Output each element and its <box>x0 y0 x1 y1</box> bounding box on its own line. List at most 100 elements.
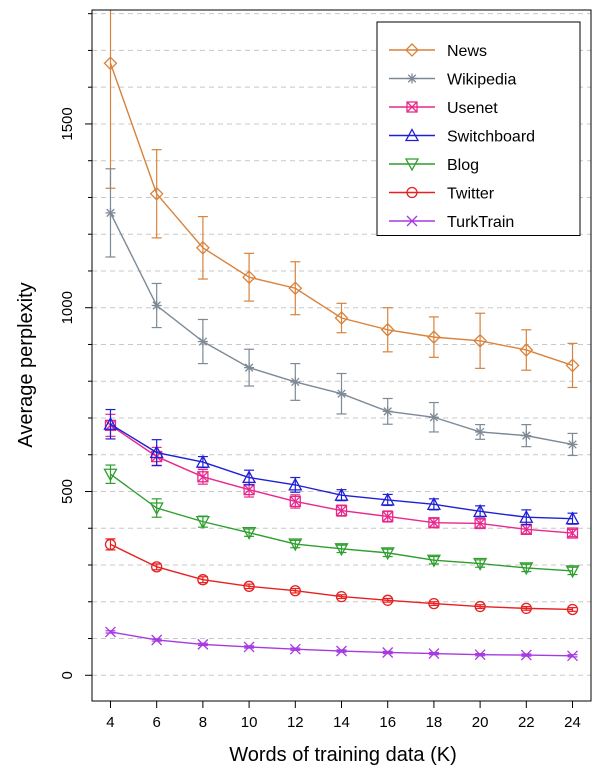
legend-marker <box>405 43 419 57</box>
data-point-twitter <box>428 597 440 610</box>
marker-stroke <box>474 649 486 661</box>
data-point-switchboard <box>426 497 442 511</box>
data-point-usenet <box>428 517 440 529</box>
marker-box <box>406 101 418 113</box>
plot-frame <box>91 9 592 702</box>
x-tick-label: 18 <box>426 714 443 731</box>
marker-box <box>428 517 440 529</box>
series-switchboard <box>103 408 580 526</box>
marker-stroke <box>197 471 209 483</box>
marker-stroke <box>244 363 254 372</box>
data-point-switchboard <box>195 454 210 468</box>
marker-stroke <box>106 208 115 218</box>
marker-stroke <box>567 650 578 662</box>
marker-stroke <box>567 527 578 539</box>
y-axis-title: Average perplexity <box>15 282 37 447</box>
marker-stroke <box>429 413 439 422</box>
data-point-wikipedia <box>475 426 486 437</box>
marker-stroke <box>243 484 255 496</box>
data-point-turktrain <box>151 634 163 646</box>
marker-stroke <box>520 523 532 535</box>
data-point-blog <box>103 468 118 482</box>
legend-item-blog: Blog <box>389 157 479 174</box>
marker-stroke <box>151 634 163 646</box>
marker-stroke <box>382 511 394 522</box>
data-point-switchboard <box>565 511 580 525</box>
data-point-news <box>242 270 257 285</box>
marker-stroke <box>520 649 532 661</box>
data-point-wikipedia <box>151 300 162 311</box>
legend-label: Twitter <box>447 186 495 203</box>
data-point-twitter <box>335 590 348 603</box>
data-point-turktrain <box>336 645 347 657</box>
data-point-wikipedia <box>336 388 347 399</box>
marker-stroke <box>428 517 440 529</box>
data-point-usenet <box>289 495 301 508</box>
data-point-twitter <box>566 603 579 616</box>
data-point-news <box>519 343 534 357</box>
data-point-news <box>288 281 303 296</box>
marker-box <box>289 495 301 508</box>
data-point-wikipedia <box>105 207 116 218</box>
data-point-wikipedia <box>290 376 301 387</box>
data-point-news <box>149 186 164 201</box>
legend-label: Usenet <box>447 100 498 117</box>
marker-stroke <box>243 641 255 653</box>
data-point-usenet <box>197 471 209 483</box>
legend: News Wikipedia Usenet Switchboard Blog Twitte… <box>376 21 581 236</box>
marker-stroke <box>475 427 485 437</box>
data-point-news <box>565 358 580 373</box>
marker-box <box>197 471 209 483</box>
data-point-blog <box>288 538 303 552</box>
data-point-switchboard <box>103 416 118 430</box>
marker-stroke <box>336 645 347 657</box>
data-point-turktrain <box>197 638 209 650</box>
data-point-turktrain <box>289 643 301 655</box>
data-point-switchboard <box>149 445 164 459</box>
x-tick-label: 12 <box>287 714 304 731</box>
series-layer <box>103 10 580 662</box>
data-point-blog <box>149 502 164 516</box>
legend-label: Switchboard <box>447 129 535 146</box>
y-tick-label: 500 <box>59 479 76 504</box>
data-point-usenet <box>474 517 486 530</box>
data-point-turktrain <box>520 649 532 661</box>
marker-stroke <box>474 518 486 529</box>
marker-stroke <box>289 643 301 655</box>
data-point-wikipedia <box>244 362 255 373</box>
x-tick-label: 4 <box>106 714 114 731</box>
x-tick-label: 14 <box>333 714 350 731</box>
marker-box <box>566 527 579 539</box>
legend-marker <box>404 128 420 142</box>
data-point-twitter <box>104 538 117 551</box>
x-tick-label: 24 <box>564 714 581 731</box>
marker-box <box>474 517 486 530</box>
legend-item-turktrain: TurkTrain <box>389 214 514 231</box>
series-line-news <box>109 63 573 367</box>
marker-box <box>335 504 348 517</box>
data-point-blog <box>473 557 488 571</box>
data-point-turktrain <box>382 647 394 658</box>
data-point-turktrain <box>474 649 486 661</box>
legend-label: TurkTrain <box>447 214 514 231</box>
data-point-blog <box>195 515 210 529</box>
legend-label: Wikipedia <box>447 72 516 89</box>
data-point-wikipedia <box>521 430 532 441</box>
x-tick-label: 10 <box>241 714 258 731</box>
marker-stroke <box>406 101 418 113</box>
data-point-switchboard <box>334 487 349 501</box>
y-tick-label: 0 <box>59 671 76 679</box>
legend-item-wikipedia: Wikipedia <box>389 72 516 89</box>
y-tick-label: 1000 <box>59 291 76 324</box>
data-point-news <box>195 240 210 255</box>
marker-stroke <box>105 626 116 638</box>
series-line-blog <box>110 473 573 572</box>
data-point-news <box>380 322 395 337</box>
legend-item-switchboard: Switchboard <box>389 128 535 146</box>
data-point-switchboard <box>380 492 395 506</box>
data-point-blog <box>241 527 257 541</box>
marker-stroke <box>428 648 440 660</box>
legend-box <box>376 21 581 236</box>
marker-stroke <box>152 301 161 310</box>
marker-stroke <box>289 495 301 507</box>
